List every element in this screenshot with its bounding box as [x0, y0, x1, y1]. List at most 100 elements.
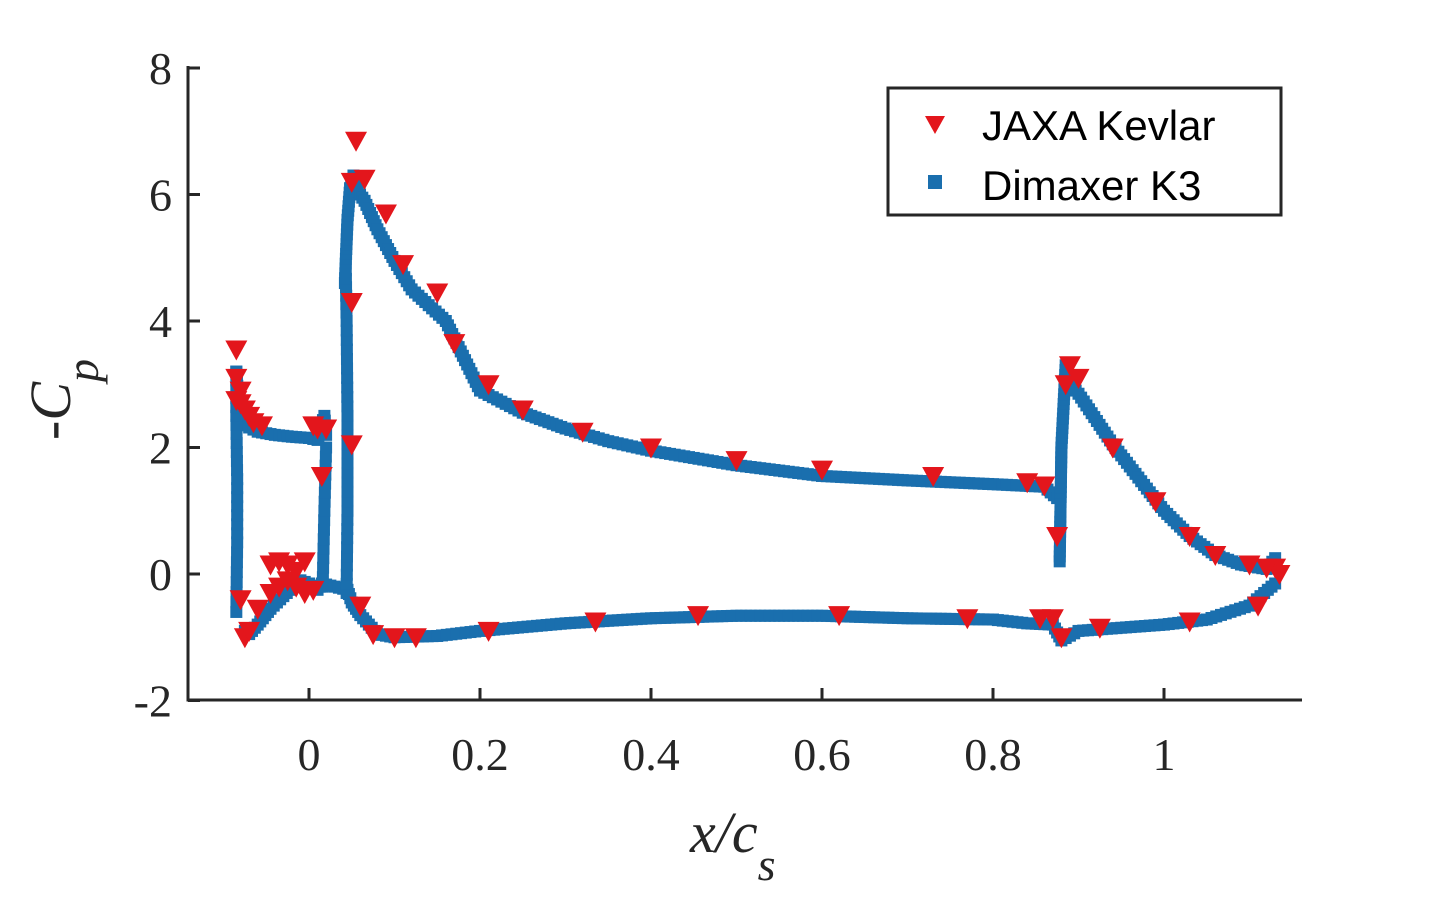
jaxa-point — [1178, 527, 1201, 548]
k3-point — [341, 457, 354, 470]
jaxa-point — [1144, 492, 1167, 513]
k3-point — [230, 605, 243, 618]
k3-point — [317, 552, 330, 565]
y-tick-label: 2 — [149, 423, 172, 474]
x-tick-label: 0.8 — [964, 729, 1022, 780]
k3-point — [341, 495, 354, 508]
k3-point — [231, 482, 244, 495]
jaxa-point — [374, 204, 397, 225]
k3-point — [230, 427, 243, 440]
y-axis-title: -Cp — [18, 359, 108, 440]
k3-point — [231, 473, 244, 486]
jaxa-point — [640, 438, 662, 459]
k3-point — [341, 362, 354, 375]
jaxa-point — [1247, 596, 1270, 617]
x-tick-label: 1 — [1153, 729, 1176, 780]
k3-point — [231, 500, 244, 513]
k3-point — [341, 419, 354, 432]
k3-point — [317, 533, 330, 546]
k3-point — [231, 536, 244, 549]
jaxa-point — [225, 368, 248, 389]
k3-point — [231, 518, 244, 531]
x-axis-title: x/cs — [689, 800, 776, 890]
k3-point — [231, 546, 244, 559]
y-tick-label: 0 — [149, 549, 172, 600]
jaxa-point — [229, 590, 252, 611]
x-tick-label: 0.4 — [622, 729, 680, 780]
k3-point — [317, 542, 330, 555]
jaxa-point — [1046, 527, 1069, 548]
legend-marker-k3 — [928, 175, 942, 189]
jaxa-point — [340, 293, 363, 314]
dimaxer-k3-series — [230, 169, 1282, 647]
k3-point — [231, 464, 244, 477]
legend-box — [886, 86, 1283, 217]
k3-point — [340, 343, 353, 356]
jaxa-point — [1041, 609, 1064, 630]
jaxa-point — [477, 621, 500, 642]
x-axis-title-sub: s — [758, 839, 776, 890]
jaxa-point — [584, 612, 607, 633]
k3-point — [340, 352, 353, 365]
k3-point — [318, 495, 331, 508]
jaxa-point — [340, 435, 363, 456]
jaxa-point — [511, 400, 534, 421]
jaxa-point — [1067, 368, 1090, 389]
jaxa-point — [1255, 558, 1278, 579]
x-ticks: 0 0.2 0.4 0.6 0.8 1 — [298, 688, 1176, 780]
k3-point — [316, 571, 329, 584]
k3-point — [340, 333, 353, 346]
k3-point — [318, 514, 331, 527]
k3-point — [339, 264, 352, 277]
k3-point — [340, 559, 353, 572]
jaxa-point — [315, 419, 338, 440]
k3-point — [341, 541, 354, 554]
x-tick-label: 0 — [298, 729, 321, 780]
k3-point — [341, 390, 354, 403]
jaxa-point — [443, 334, 466, 355]
jaxa-point — [362, 625, 385, 646]
jaxa-point — [1054, 375, 1077, 396]
jaxa-point — [349, 596, 372, 617]
y-tick-label: 6 — [149, 170, 172, 221]
y-tick-label: 4 — [149, 296, 172, 347]
x-tick-label: 0.2 — [451, 729, 509, 780]
x-tick-label: 0.6 — [793, 729, 851, 780]
k3-point — [340, 577, 353, 590]
jaxa-point — [250, 416, 273, 437]
k3-point — [341, 400, 354, 413]
jaxa-point — [1268, 565, 1291, 585]
k3-point — [231, 527, 244, 540]
k3-point — [341, 381, 354, 394]
k3-point — [318, 504, 331, 517]
k3-point — [340, 568, 353, 581]
jaxa-point — [922, 466, 945, 487]
k3-point — [341, 485, 354, 498]
k3-point — [341, 466, 354, 479]
jaxa-point — [302, 580, 325, 601]
k3-point — [230, 446, 243, 459]
jaxa-point — [426, 283, 449, 304]
k3-point — [230, 418, 243, 431]
jaxa-point — [238, 621, 261, 642]
k3-point — [317, 523, 330, 536]
jaxa-point — [571, 422, 594, 443]
jaxa-point — [1178, 612, 1201, 633]
jaxa-point — [1050, 628, 1073, 649]
jaxa-point — [246, 599, 269, 620]
jaxa-point — [293, 552, 316, 573]
k3-point — [231, 491, 244, 504]
k3-point — [317, 561, 330, 574]
legend-label-jaxa: JAXA Kevlar — [982, 102, 1215, 149]
k3-point — [340, 324, 353, 337]
jaxa-point — [477, 375, 500, 396]
k3-point — [341, 504, 354, 517]
jaxa-kevlar-series — [225, 131, 1291, 649]
jaxa-point — [1204, 546, 1227, 567]
jaxa-point — [353, 169, 376, 190]
jaxa-point — [340, 172, 363, 193]
jaxa-point — [811, 460, 833, 481]
jaxa-point — [828, 606, 851, 627]
y-tick-label: 8 — [149, 43, 172, 94]
